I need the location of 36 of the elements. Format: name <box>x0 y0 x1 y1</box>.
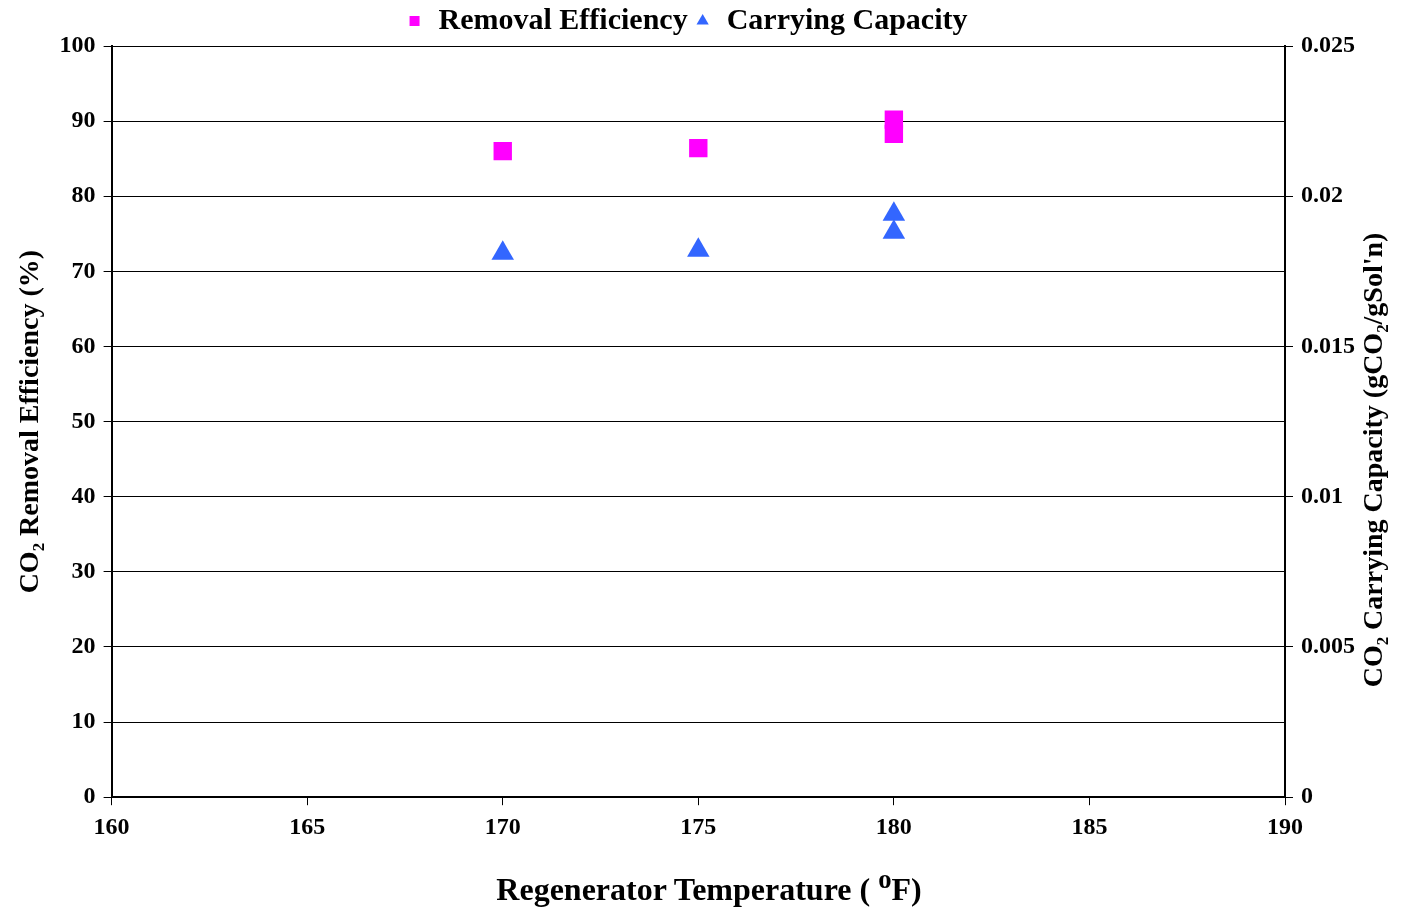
y-tick-label: 0 <box>83 782 96 809</box>
y-tick-label: 90 <box>71 106 96 133</box>
y-tick-label: 40 <box>71 481 96 508</box>
legend-label: Carrying Capacity <box>726 1 968 35</box>
point <box>882 219 906 239</box>
y2-axis-title: CO₂ Carrying Capacity (gCO₂/gSol'n) <box>1357 232 1389 688</box>
x-tick-label: 170 <box>484 812 521 839</box>
y2-tick-label: 0.025 <box>1301 31 1355 58</box>
point <box>491 240 514 260</box>
legend-label: Removal Efficiency <box>438 1 688 35</box>
y-tick-label: 60 <box>71 331 96 358</box>
y-tick-label: 80 <box>71 181 96 208</box>
y2-tick-label: 0.015 <box>1301 331 1355 358</box>
x-tick-label: 185 <box>1071 812 1108 839</box>
y-axis-title: CO₂ Removal Efficiency (%) <box>13 249 45 594</box>
x-tick-label: 175 <box>680 812 717 839</box>
x-tick-label: 190 <box>1267 812 1303 839</box>
point <box>884 124 904 144</box>
y-tick-label: 30 <box>71 557 96 584</box>
y-tick-label: 100 <box>59 31 96 58</box>
y2-tick-label: 0.005 <box>1301 632 1355 659</box>
y-tick-label: 20 <box>71 632 96 659</box>
point <box>687 237 710 257</box>
y2-tick-label: 0.02 <box>1301 181 1343 208</box>
x-tick-label: 180 <box>875 812 912 839</box>
point <box>689 138 708 158</box>
point <box>493 141 512 161</box>
point <box>882 201 906 221</box>
x-tick-label: 160 <box>93 812 130 839</box>
x-axis-title: Regenerator Temperature ( $^{o}$F) <box>495 864 923 908</box>
y-tick-label: 50 <box>71 406 96 433</box>
y-tick-label: 10 <box>71 707 96 734</box>
x-tick-label: 165 <box>289 812 326 839</box>
y-tick-label: 70 <box>71 256 96 283</box>
y2-tick-label: 0.01 <box>1301 481 1343 508</box>
y2-tick-label: 0 <box>1301 782 1313 809</box>
